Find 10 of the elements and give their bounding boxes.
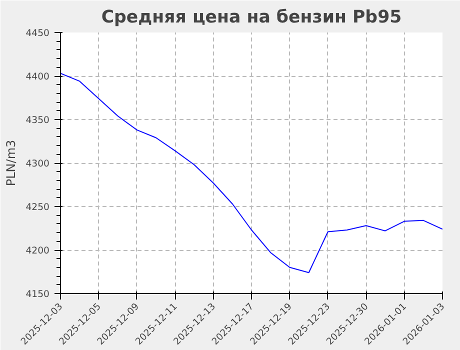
chart-title: Средняя цена на бензин Pb95 <box>101 8 402 28</box>
y-tick-label: 4150 <box>26 289 50 300</box>
line-series <box>60 72 442 274</box>
y-tick-label: 4350 <box>26 115 50 126</box>
y-tick-label: 4250 <box>26 202 50 213</box>
y-tick-label: 4400 <box>26 72 50 82</box>
y-tick-label: 4200 <box>26 246 50 256</box>
y-tick-label: 4300 <box>26 158 50 170</box>
y-tick-label: 4450 <box>26 28 50 39</box>
y-axis-title: PLN/m3 <box>4 140 18 186</box>
